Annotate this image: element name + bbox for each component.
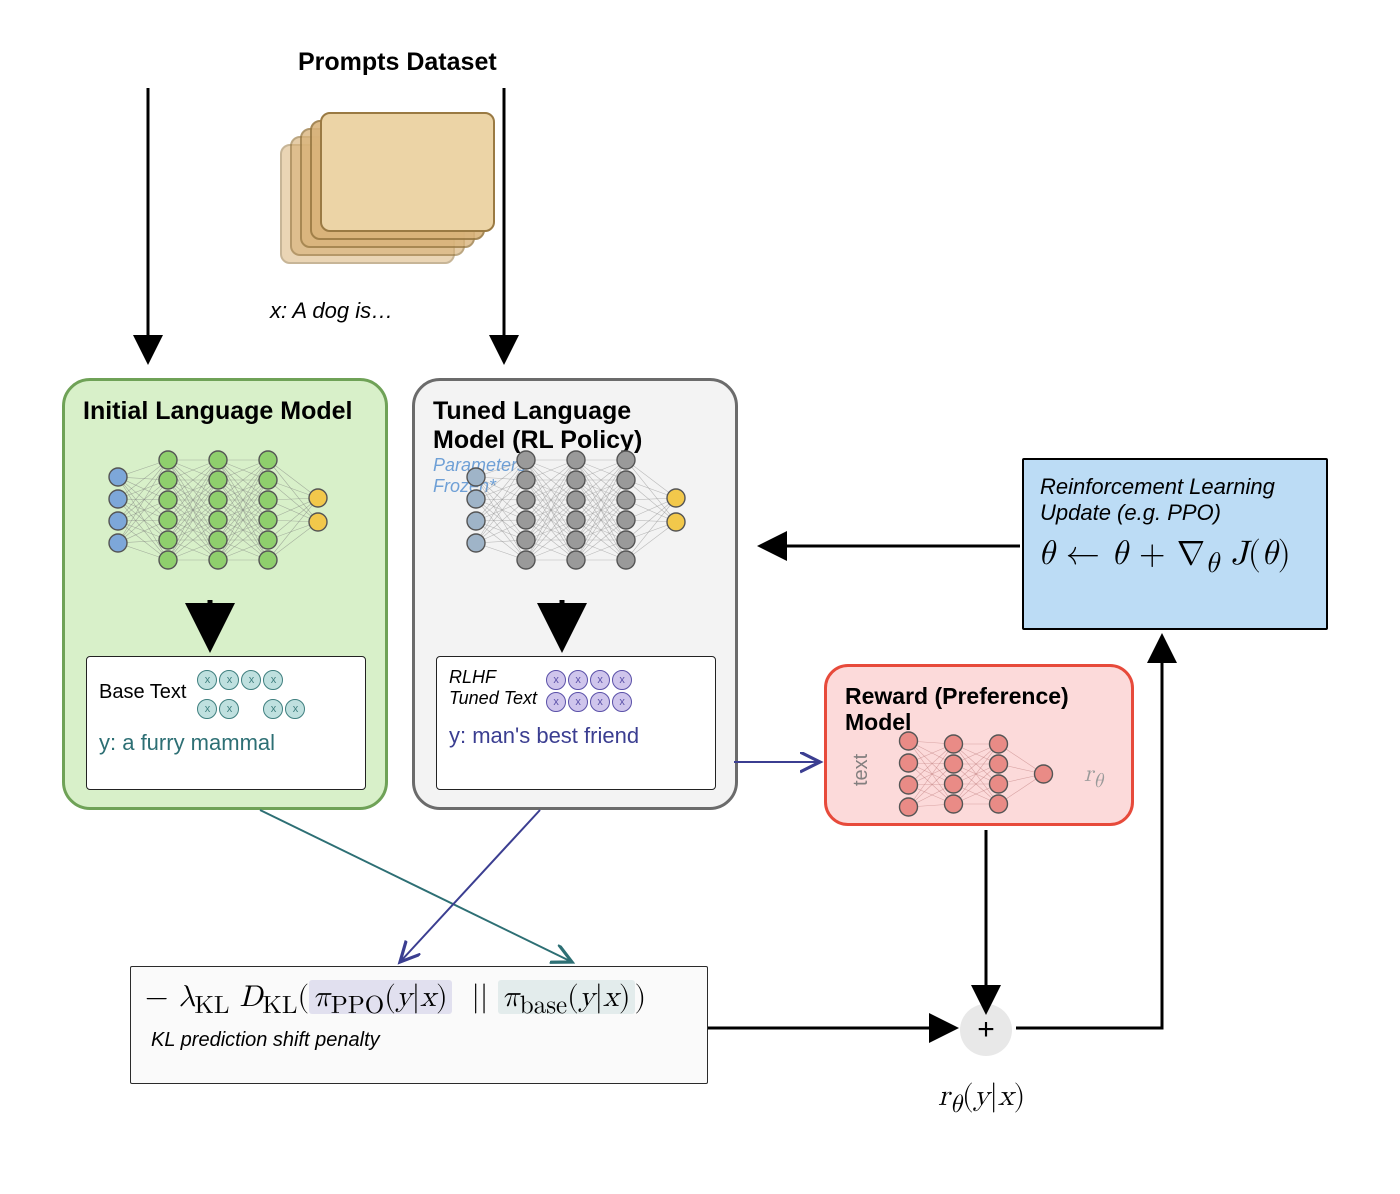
tuned-output-label: RLHF Tuned Text (449, 667, 545, 708)
tuned-model-title: Tuned Language Model (RL Policy) (433, 397, 717, 455)
rl-update-formula: θ ← θ + ∇θ J(θ) (1024, 530, 1326, 593)
prompt-sample: x: A dog is… (270, 298, 393, 324)
prompts-title: Prompts Dataset (298, 48, 497, 77)
kl-formula: − λKL DKL(πPPO(y|x) || πbase(y|x)) (131, 967, 707, 1023)
reward-input-label: text (850, 754, 873, 786)
params-frozen-note: Parameters Frozen* (433, 455, 526, 497)
initial-token-grid: xxxxxxxx (196, 667, 353, 720)
tuned-token-grid: xxxxxxxx (545, 667, 703, 713)
reward-output-label: rθ(y|x) (938, 1078, 1025, 1120)
kl-caption: KL prediction shift penalty (131, 1023, 707, 1062)
initial-output-box: Base Text xxxxxxxx y: a furry mammal (86, 656, 366, 790)
initial-output-label: Base Text (99, 667, 196, 704)
tuned-output-box: RLHF Tuned Text xxxxxxxx y: man's best f… (436, 656, 716, 790)
rl-update-caption: Reinforcement Learning Update (e.g. PPO) (1024, 460, 1326, 530)
rl-update-box: Reinforcement Learning Update (e.g. PPO)… (1022, 458, 1328, 630)
plus-icon: + (977, 1013, 995, 1047)
initial-output-y: y: a furry mammal (99, 720, 353, 756)
sum-node: + (960, 1004, 1012, 1056)
prompt-card (320, 112, 495, 232)
reward-rtheta-label: rθ (1084, 760, 1103, 793)
initial-model-title: Initial Language Model (83, 397, 367, 426)
kl-penalty-box: − λKL DKL(πPPO(y|x) || πbase(y|x)) KL pr… (130, 966, 708, 1084)
reward-model-title: Reward (Preference) Model (845, 683, 1113, 736)
tuned-output-y: y: man's best friend (449, 713, 703, 749)
reward-model-box: Reward (Preference) Model (824, 664, 1134, 826)
